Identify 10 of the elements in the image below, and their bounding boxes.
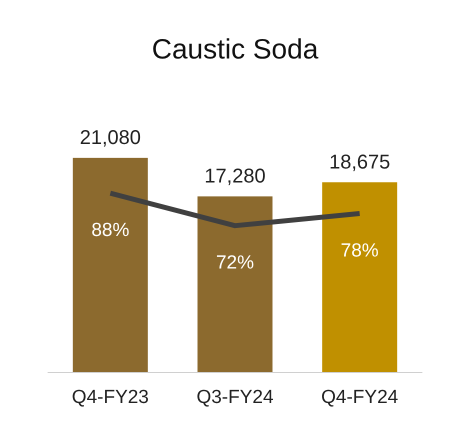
x-tick-label: Q3-FY24 xyxy=(196,387,274,408)
chart-title: Caustic Soda xyxy=(152,34,319,64)
data-label: 17,280 xyxy=(204,165,266,188)
data-label: 18,675 xyxy=(329,151,390,174)
data-label: 78% xyxy=(340,240,379,262)
data-label: 21,080 xyxy=(80,126,141,149)
data-label: 72% xyxy=(216,252,254,274)
data-label: 88% xyxy=(91,220,130,242)
x-tick-label: Q4-FY24 xyxy=(321,387,399,408)
x-tick-label: Q4-FY23 xyxy=(72,387,149,408)
